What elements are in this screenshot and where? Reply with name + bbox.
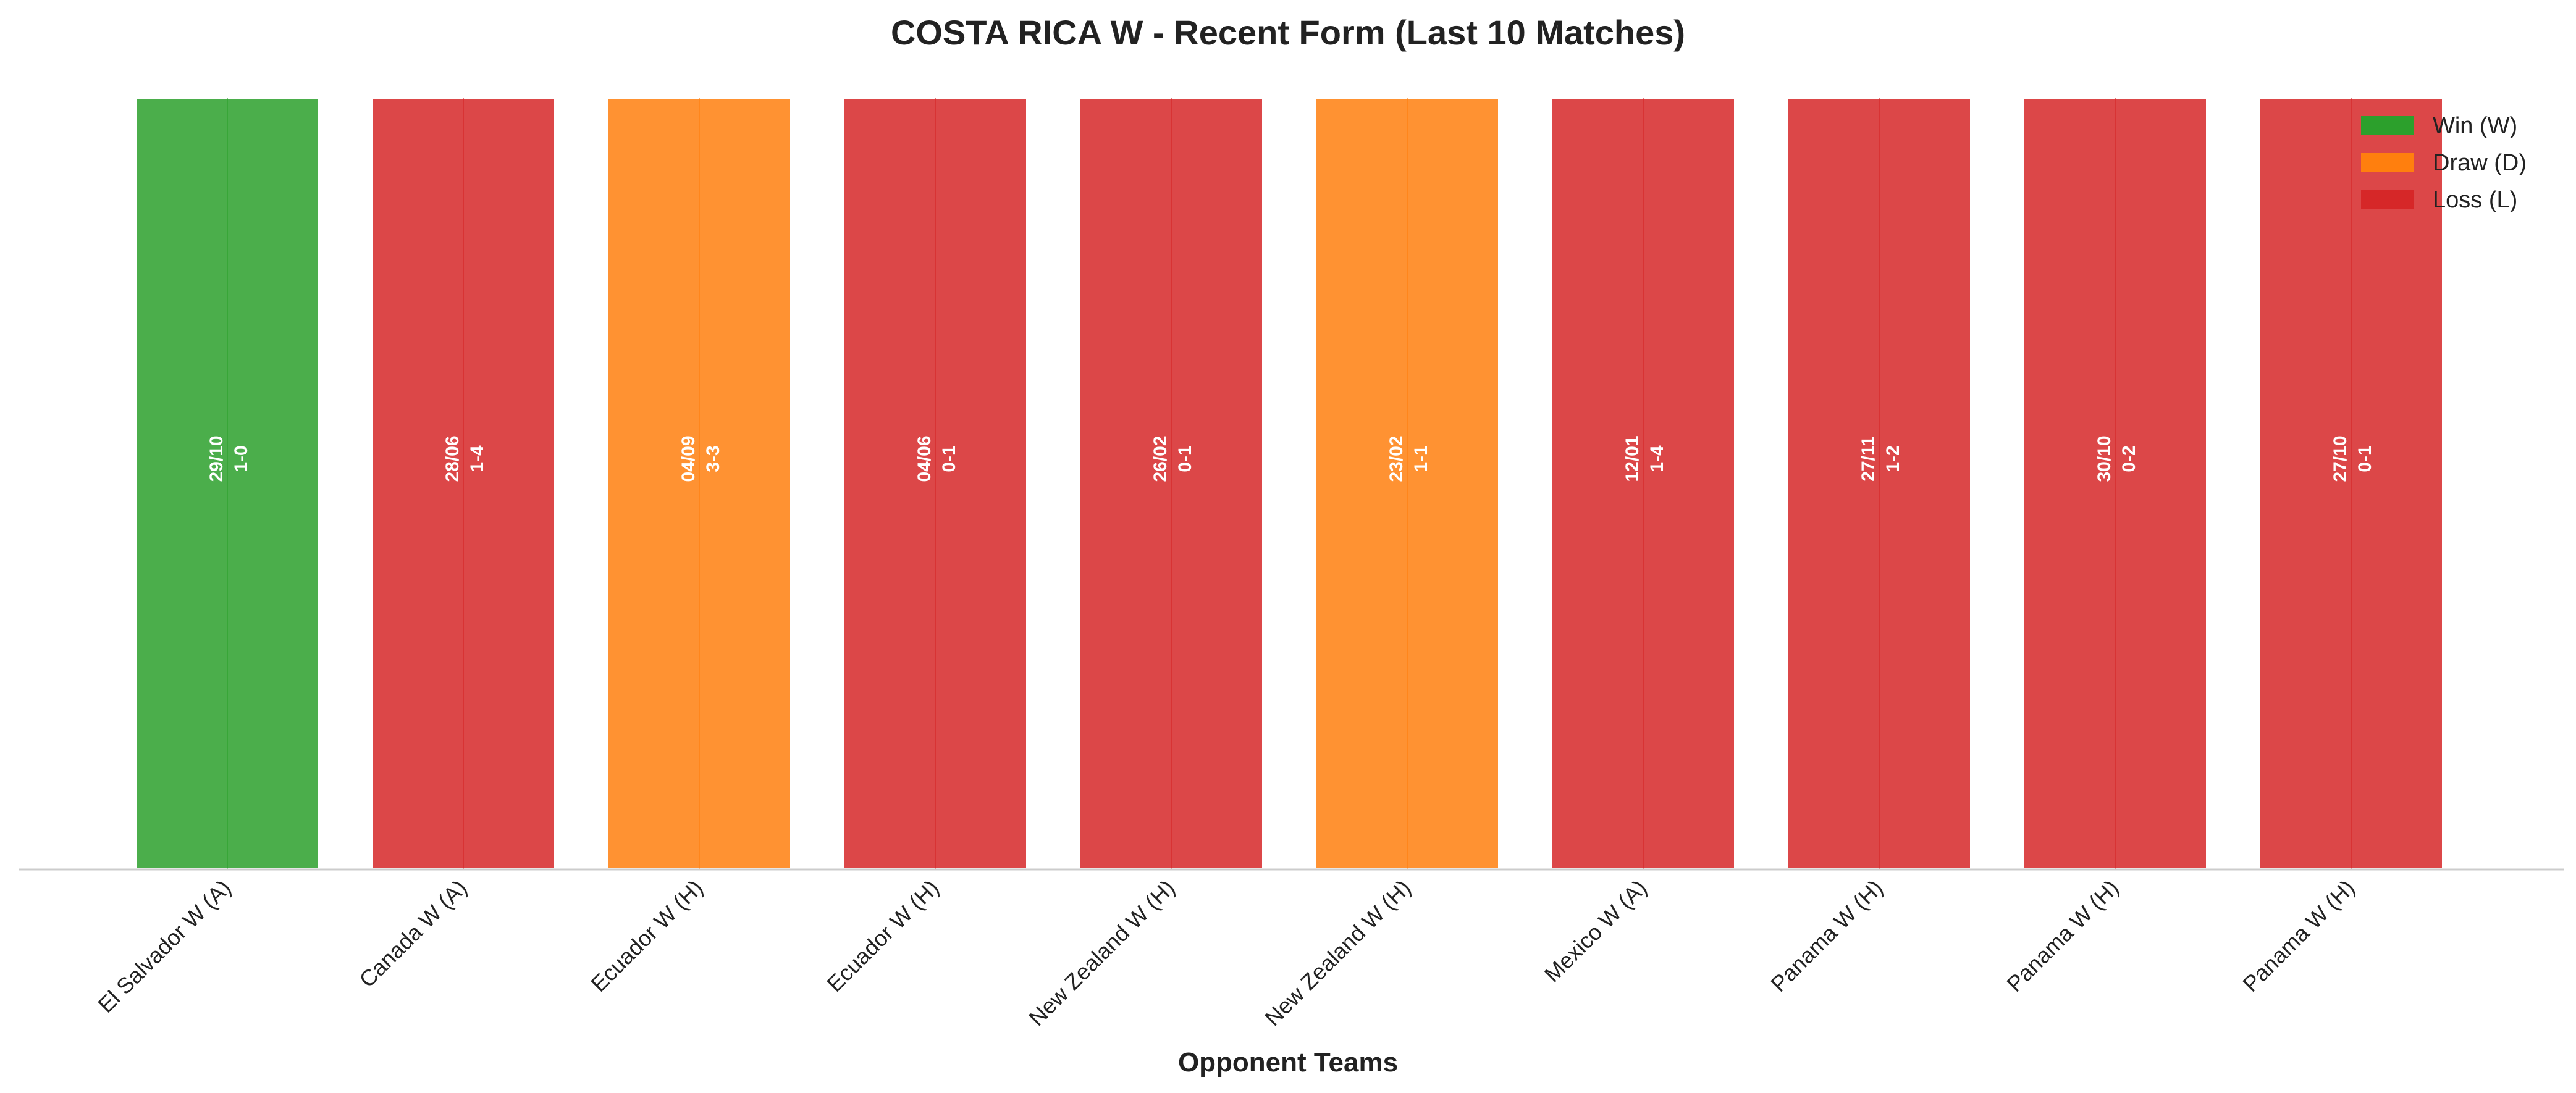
legend-label-d: Draw (D)	[2433, 150, 2527, 176]
legend-label-w: Win (W)	[2433, 113, 2517, 139]
legend-swatch-w	[2361, 116, 2414, 135]
bar-score: 1-2	[1883, 445, 1903, 472]
bar-date: 30/10	[2094, 435, 2115, 482]
bars-group: 29/10 1-0 28/06 1-4 04/09 3-3 04/06 0-1 26/02 0-1…	[134, 96, 2444, 871]
bar-label-5: 26/02 0-1	[1150, 435, 1195, 482]
legend-swatch-d	[2361, 153, 2414, 172]
bar-label-2: 28/06 1-4	[442, 435, 487, 482]
bar-score: 1-4	[1647, 445, 1667, 472]
bar-score: 1-0	[231, 445, 251, 472]
x-tick-label-8: Panama W (H)	[1766, 875, 1887, 997]
x-tick-label-3: Ecuador W (H)	[586, 875, 707, 997]
bar-label-9: 30/10 0-2	[2094, 435, 2139, 482]
chart-title: COSTA RICA W - Recent Form (Last 10 Matc…	[891, 13, 1685, 52]
bar-label-4: 04/06 0-1	[914, 435, 959, 482]
legend-label-l: Loss (L)	[2433, 187, 2517, 213]
x-tick-label-2: Canada W (A)	[354, 875, 471, 992]
bar-label-7: 12/01 1-4	[1622, 435, 1667, 482]
bar-date: 04/06	[914, 435, 935, 482]
x-tick-label-9: Panama W (H)	[2001, 875, 2123, 997]
bar-date: 27/11	[1858, 436, 1879, 481]
bar-label-1: 29/10 1-0	[206, 435, 251, 482]
bar-date: 12/01	[1622, 435, 1643, 482]
x-tick-label-4: Ecuador W (H)	[822, 875, 943, 997]
x-tick-labels: El Salvador W (A) Canada W (A) Ecuador W (…	[93, 875, 2359, 1031]
bar-label-10: 27/10 0-1	[2330, 435, 2375, 482]
bar-label-3: 04/09 3-3	[678, 435, 723, 482]
bar-label-6: 23/02 1-1	[1386, 435, 1431, 482]
legend: Win (W) Draw (D) Loss (L)	[2361, 113, 2527, 213]
bar-score: 0-2	[2119, 445, 2139, 472]
x-tick-label-7: Mexico W (A)	[1539, 875, 1652, 987]
x-tick-label-10: Panama W (H)	[2237, 875, 2359, 997]
bar-score: 1-4	[467, 445, 487, 472]
x-tick-label-1: El Salvador W (A)	[93, 875, 235, 1018]
bar-date: 28/06	[442, 435, 463, 482]
x-tick-label-5: New Zealand W (H)	[1024, 875, 1179, 1031]
bar-score: 1-1	[1411, 445, 1431, 472]
bar-score: 0-1	[2355, 445, 2375, 472]
bar-date: 26/02	[1150, 435, 1171, 482]
x-tick-label-6: New Zealand W (H)	[1260, 875, 1415, 1031]
bar-date: 04/09	[678, 435, 699, 482]
bar-score: 3-3	[703, 445, 723, 472]
bar-label-8: 27/11 1-2	[1858, 436, 1903, 481]
bar-date: 27/10	[2330, 435, 2351, 482]
bar-score: 0-1	[939, 445, 959, 472]
x-axis-label: Opponent Teams	[1178, 1047, 1398, 1078]
bar-date: 29/10	[206, 435, 227, 482]
bar-score: 0-1	[1175, 445, 1195, 472]
bar-date: 23/02	[1386, 435, 1407, 482]
legend-swatch-l	[2361, 190, 2414, 209]
